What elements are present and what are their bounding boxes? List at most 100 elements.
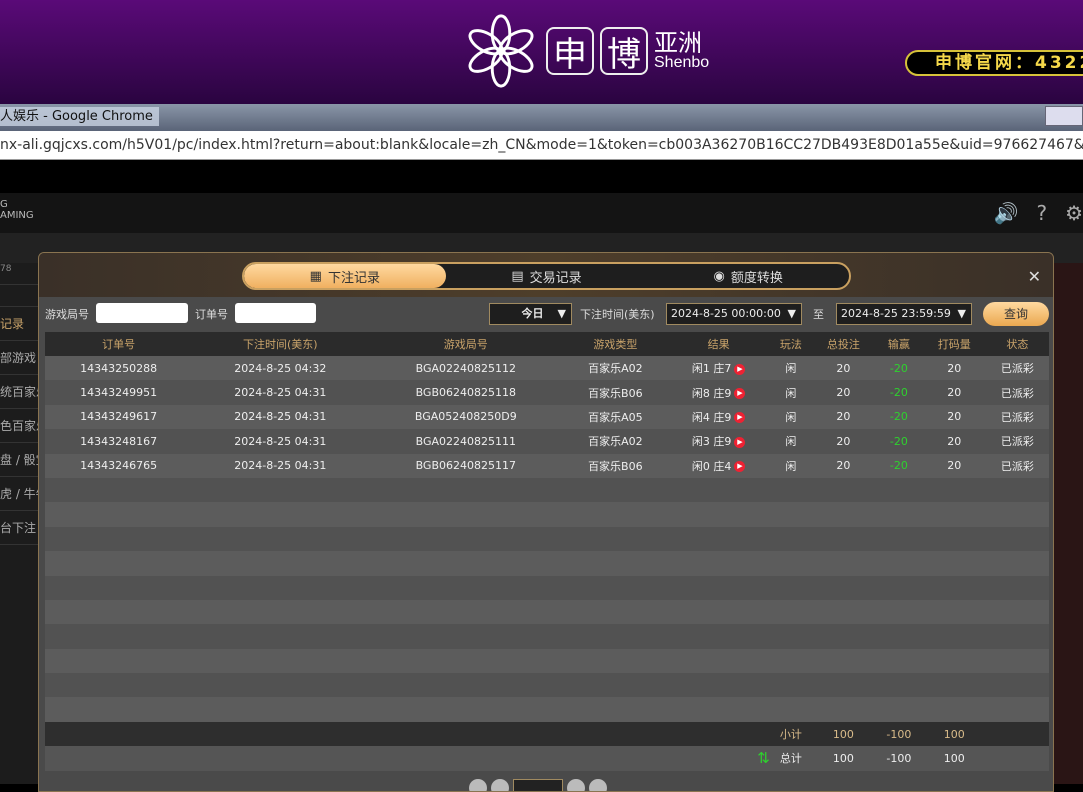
table-row [45,575,1049,600]
table-cell: 20 [811,429,875,454]
total-label: 总计 [769,746,812,771]
logo-cn: 亚洲 [654,29,702,57]
table-row [45,599,1049,625]
refresh-icon[interactable]: ⇅ [757,749,770,768]
page-input[interactable] [513,779,563,791]
brand-logo: G AMING [0,199,34,221]
table-cell: -20 [874,380,923,405]
table-cell: 闲3 庄9 ▶ [667,429,770,454]
table-cell: 20 [811,453,875,478]
sidebar-item[interactable]: 台下注 [0,511,40,545]
table-cell: 闲 [769,404,812,430]
table-cell: 百家乐B06 [563,453,668,478]
tab-bet-record[interactable]: ▦ 下注记录 [244,264,446,288]
table-cell: 已派彩 [985,380,1049,405]
table-cell: BGB06240825118 [368,380,564,405]
address-bar[interactable]: nx-ali.gqjcxs.com/h5V01/pc/index.html?re… [0,131,1083,160]
start-time-select[interactable]: 2024-8-25 00:00:00 ▼ [666,303,802,325]
table-cell: 20 [811,380,875,405]
table-cell: 闲0 庄4 ▶ [667,453,770,478]
end-time-select[interactable]: 2024-8-25 23:59:59 ▼ [836,303,972,325]
table-row [45,697,1049,722]
logo-en: Shenbo [654,54,710,71]
round-input[interactable] [96,303,188,323]
site-banner: 申 博 亚洲 Shenbo 申博官网：4322 [0,0,1083,104]
play-replay-icon[interactable]: ▶ [734,412,746,424]
table-cell: 2024-8-25 04:32 [192,356,369,381]
last-page-button[interactable] [589,779,607,791]
play-replay-icon[interactable]: ▶ [734,461,746,473]
total-winloss: -100 [874,746,923,771]
tab-credit-transfer[interactable]: ◉ 额度转换 [713,268,783,286]
table-cell: -20 [874,453,923,478]
total-valid: 100 [922,746,986,771]
table-row: 14343250288 2024-8-25 04:32 BGA02240825112… [45,356,1049,381]
order-label: 订单号 [195,308,228,321]
sidebar-item[interactable]: 色百家乐 [0,409,40,443]
order-input[interactable] [235,303,316,323]
tab-transaction-record[interactable]: ▤ 交易记录 [511,268,582,286]
range-select[interactable]: 今日 ▼ [489,303,572,325]
table-row [45,551,1049,576]
play-replay-icon[interactable]: ▶ [734,388,746,400]
table-cell: 14343249617 [45,404,193,430]
sidebar-item[interactable]: 统百家乐 [0,375,40,409]
window-titlebar: 人娱乐 - Google Chrome [0,104,1083,131]
table-cell: BGB06240825117 [368,453,564,478]
play-replay-icon[interactable]: ▶ [734,363,746,375]
column-header: 状态 [985,332,1049,356]
table-row [45,648,1049,674]
table-row: 14343249951 2024-8-25 04:31 BGB06240825118… [45,380,1049,405]
minimize-button[interactable] [1045,106,1083,126]
time-label: 下注时间(美东) [580,308,655,321]
logo-char: 博 [600,27,648,75]
column-header: 输赢 [874,332,923,356]
table-cell: -20 [874,429,923,454]
query-button[interactable]: 查询 [983,302,1049,326]
sidebar: 78 记录 部游戏 统百家乐 色百家乐 盘 / 骰宝 虎 / 牛牛 台下注 [0,263,40,784]
sidebar-item[interactable]: 盘 / 骰宝 [0,443,40,477]
next-page-button[interactable] [567,779,585,791]
table-cell: 已派彩 [985,453,1049,478]
table-cell: 百家乐B06 [563,380,668,405]
sidebar-item[interactable]: 虎 / 牛牛 [0,477,40,511]
table-cell: 闲 [769,429,812,454]
window-title: 人娱乐 - Google Chrome [0,107,159,126]
subtotal-bet: 100 [811,721,875,747]
table-cell: 已派彩 [985,356,1049,381]
prev-page-button[interactable] [491,779,509,791]
table-cell: 闲 [769,356,812,381]
table-row: 14343249617 2024-8-25 04:31 BGA052408250D9… [45,404,1049,430]
table-cell: 百家乐A02 [563,429,668,454]
app-header: G AMING 🔊? ⚙ [0,193,1083,233]
logo-char: 申 [546,27,594,75]
shenbo-logo: 申 博 亚洲 Shenbo [462,12,709,90]
table-cell: 14343246765 [45,453,193,478]
column-header: 玩法 [769,332,812,356]
table-row [45,526,1049,552]
table-cell: 2024-8-25 04:31 [192,380,369,405]
table-cell: 14343250288 [45,356,193,381]
table-cell: 已派彩 [985,429,1049,454]
sidebar-item[interactable]: 记录 [0,307,40,341]
table-cell: 20 [922,356,986,381]
speaker-icon[interactable]: 🔊 [993,201,1019,225]
subtotal-label: 小计 [769,721,812,747]
official-site-link[interactable]: 申博官网：4322 [905,50,1083,76]
play-replay-icon[interactable]: ▶ [734,436,746,448]
modal-tabs: ▦ 下注记录 ▤ 交易记录 ◉ 额度转换 [242,262,851,290]
subtotal-winloss: -100 [874,721,923,747]
table-cell: 百家乐A02 [563,356,668,381]
to-label: 至 [813,308,824,321]
table-row [45,477,1049,503]
close-icon[interactable]: ✕ [1027,267,1041,286]
sidebar-item[interactable]: 部游戏 [0,341,40,375]
table-cell: 14343248167 [45,429,193,454]
total-row: ⇅ 总计 100 -100 100 [45,746,1049,771]
first-page-button[interactable] [469,779,487,791]
help-icon[interactable]: ? [1036,201,1048,225]
table-cell: 20 [811,404,875,430]
table-cell: 20 [811,356,875,381]
gear-icon[interactable]: ⚙ [1065,201,1083,225]
table-cell: 闲4 庄9 ▶ [667,404,770,430]
